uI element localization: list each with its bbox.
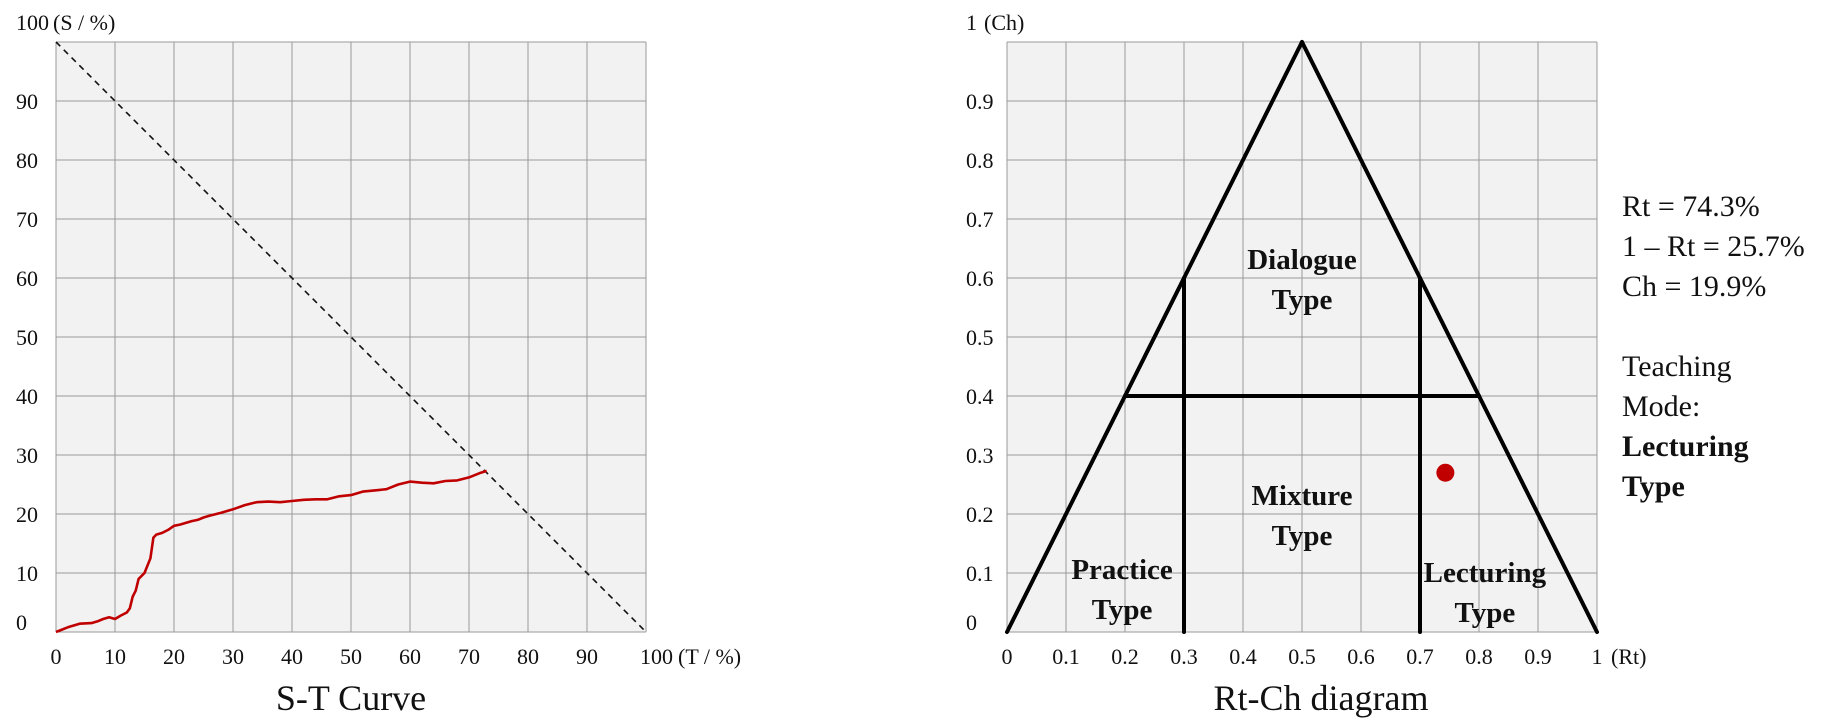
rc-region-label: Dialogue [1247, 244, 1357, 276]
teaching-mode-label-1: Teaching [1622, 350, 1732, 383]
rc-x-tick-label: 0 [1002, 644, 1013, 669]
rc-region-label: Type [1272, 520, 1333, 552]
summary-annotations: Rt = 74.3% 1 – Rt = 25.7% Ch = 19.9% Tea… [1622, 190, 1805, 503]
rc-y-tick-label: 0.8 [966, 148, 994, 173]
st-curve-chart: 0 10 20 30 40 50 60 70 80 90 100 (T / %)01020304050… [16, 10, 741, 718]
st-y-tick-label: 50 [16, 325, 38, 350]
rc-x-tick-label: 0.5 [1288, 644, 1316, 669]
st-curve-line [55, 469, 488, 634]
st-x-tick-label: 80 [517, 644, 539, 669]
rc-y-tick-label: 0.5 [966, 325, 994, 350]
st-tick-labels: 0 10 20 30 40 50 60 70 80 90 100 (T / %)01020304050… [16, 10, 741, 669]
rc-region-label: Practice [1071, 554, 1173, 586]
rc-boundary-line [1300, 40, 1599, 634]
rc-y-tick-label: 0.1 [966, 561, 994, 586]
rc-chart-title: Rt-Ch diagram [1214, 678, 1429, 718]
st-x-tick-label: 70 [458, 644, 480, 669]
st-y-tick-label: 90 [16, 89, 38, 114]
rt-value-text: Rt = 74.3% [1622, 190, 1760, 223]
rc-y-tick-label: 0 [966, 610, 977, 635]
st-x-tick-label: 0 [51, 644, 62, 669]
st-x-axis-label: (T / %) [678, 644, 741, 669]
st-x-tick-label: 20 [163, 644, 185, 669]
st-chart-title: S-T Curve [276, 678, 426, 718]
rc-x-tick-label: 0.1 [1052, 644, 1080, 669]
st-x-tick-label: 10 [104, 644, 126, 669]
st-y-tick-label: 30 [16, 443, 38, 468]
rc-x-axis-label: (Rt) [1611, 644, 1646, 669]
st-gridlines [55, 41, 647, 633]
st-x-tick-label: 90 [576, 644, 598, 669]
st-x-tick-label: 100 [640, 644, 673, 669]
rc-x-tick-label: 1 [1592, 644, 1603, 669]
rc-region-label: Type [1272, 284, 1333, 316]
rc-x-tick-label: 0.6 [1347, 644, 1375, 669]
rc-region-label: Type [1455, 597, 1516, 629]
rc-tick-labels: 0 0.1 0.2 0.3 0.4 0.5 0.6 0.7 0.8 0.9 1 (Rt) 0 0.1 0.2… [966, 10, 1646, 669]
st-x-tick-label: 40 [281, 644, 303, 669]
rc-x-tick-label: 0.8 [1465, 644, 1493, 669]
rc-x-tick-label: 0.9 [1524, 644, 1552, 669]
st-x-tick-label: 60 [399, 644, 421, 669]
rc-region-label: Lecturing [1424, 557, 1547, 589]
st-y-axis-label: (S / %) [53, 10, 115, 35]
rc-y-tick-label: 0.4 [966, 384, 994, 409]
rc-y-tick-label: 0.3 [966, 443, 994, 468]
rc-y-tick-label: 0.9 [966, 89, 994, 114]
rc-region-label: Type [1092, 594, 1153, 626]
rc-y-tick-label: 0.6 [966, 266, 994, 291]
rc-y-tick-label: 0.7 [966, 207, 994, 232]
st-y-tick-label: 80 [16, 148, 38, 173]
st-y-tick-label: 100 [16, 10, 49, 35]
st-y-tick-label: 60 [16, 266, 38, 291]
teaching-mode-value-2: Type [1622, 470, 1685, 503]
st-y-tick-label: 0 [16, 610, 27, 635]
rc-x-tick-label: 0.2 [1111, 644, 1139, 669]
rc-y-tick-label: 0.2 [966, 502, 994, 527]
rc-data-points [1436, 463, 1455, 482]
rc-data-point [1436, 463, 1455, 482]
st-y-tick-label: 20 [16, 502, 38, 527]
rc-y-tick-label: 1 [966, 10, 977, 35]
rc-region-labels: Dialogue Type Mixture Type Practice Type Lectu… [1071, 244, 1546, 629]
st-diagonal-reference-line [55, 41, 647, 633]
st-y-tick-label: 40 [16, 384, 38, 409]
rc-y-axis-label: (Ch) [984, 10, 1024, 35]
rc-boundary-line [1005, 40, 1304, 634]
rc-x-tick-label: 0.4 [1229, 644, 1257, 669]
ch-value-text: Ch = 19.9% [1622, 270, 1766, 303]
st-y-tick-label: 70 [16, 207, 38, 232]
rc-x-tick-label: 0.3 [1170, 644, 1198, 669]
st-y-tick-label: 10 [16, 561, 38, 586]
rc-x-tick-label: 0.7 [1406, 644, 1434, 669]
one-minus-rt-value-text: 1 – Rt = 25.7% [1622, 230, 1805, 263]
rt-ch-diagram: 0 0.1 0.2 0.3 0.4 0.5 0.6 0.7 0.8 0.9 1 (Rt) 0 0.1 0.2… [966, 10, 1646, 718]
st-x-tick-label: 30 [222, 644, 244, 669]
st-x-tick-label: 50 [340, 644, 362, 669]
rc-region-boundaries [1005, 40, 1599, 634]
rc-region-label: Mixture [1252, 480, 1353, 512]
teaching-mode-value-1: Lecturing [1622, 430, 1749, 463]
teaching-mode-label-2: Mode: [1622, 390, 1700, 423]
